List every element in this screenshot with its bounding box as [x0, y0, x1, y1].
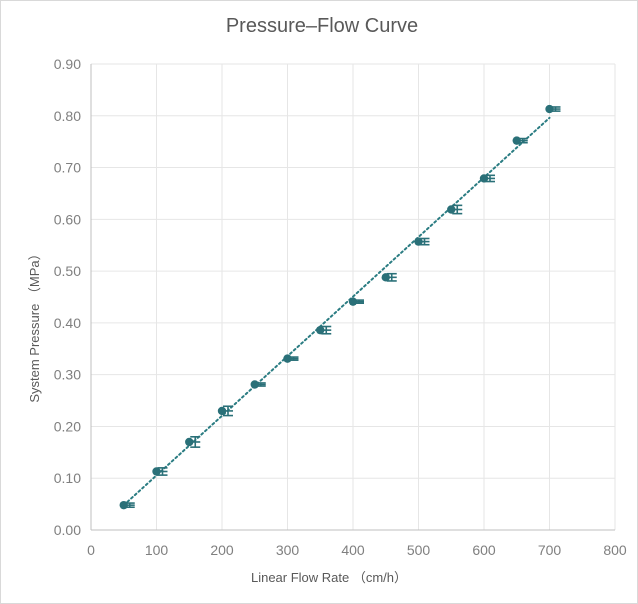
- error-bar: [451, 204, 463, 215]
- x-tick-label: 600: [472, 542, 496, 558]
- y-tick-label: 0.90: [54, 56, 81, 72]
- data-point: [119, 500, 128, 510]
- data-points: [119, 104, 554, 510]
- data-point: [348, 297, 358, 306]
- y-tick-label: 0.70: [54, 160, 81, 176]
- y-tick-label: 0.50: [54, 263, 81, 279]
- y-tick-label: 0.40: [54, 315, 81, 331]
- chart-title: Pressure–Flow Curve: [226, 15, 418, 37]
- x-tick-label: 300: [276, 542, 300, 558]
- x-tick-label: 400: [341, 542, 365, 558]
- y-tick-label: 0.00: [54, 522, 81, 538]
- data-point: [283, 354, 292, 363]
- axes: [90, 64, 615, 531]
- grid-lines: [91, 63, 616, 530]
- y-tick-label: 0.80: [54, 108, 81, 124]
- data-point: [479, 174, 489, 183]
- data-point: [381, 273, 390, 282]
- x-tick-label: 500: [407, 542, 431, 558]
- x-tick-label: 200: [210, 542, 234, 558]
- data-point: [217, 406, 227, 416]
- x-tick-label: 800: [603, 542, 627, 558]
- data-point: [545, 104, 554, 114]
- data-point: [512, 136, 521, 145]
- y-axis-label: System Pressure （MPa）: [27, 247, 42, 402]
- y-tick-label: 0.60: [54, 211, 81, 227]
- data-point: [447, 205, 456, 214]
- data-point: [250, 380, 259, 389]
- y-axis-ticks: 0.00 0.10 0.20 0.30 0.40 0.50 0.60 0.70 0.80 0.90: [54, 56, 81, 538]
- data-point: [185, 437, 194, 447]
- x-tick-label: 700: [538, 542, 562, 558]
- y-tick-label: 0.10: [54, 470, 81, 486]
- data-point: [152, 467, 161, 476]
- x-axis-label: Linear Flow Rate （cm/h）: [251, 570, 407, 585]
- x-axis-ticks: 0 100 200 300 400 500 600 700 800: [87, 542, 627, 558]
- y-tick-label: 0.30: [54, 367, 81, 383]
- y-tick-label: 0.20: [54, 418, 81, 434]
- data-point: [316, 325, 325, 335]
- data-point: [414, 237, 423, 246]
- x-tick-label: 100: [145, 542, 169, 558]
- x-tick-label: 0: [87, 542, 95, 558]
